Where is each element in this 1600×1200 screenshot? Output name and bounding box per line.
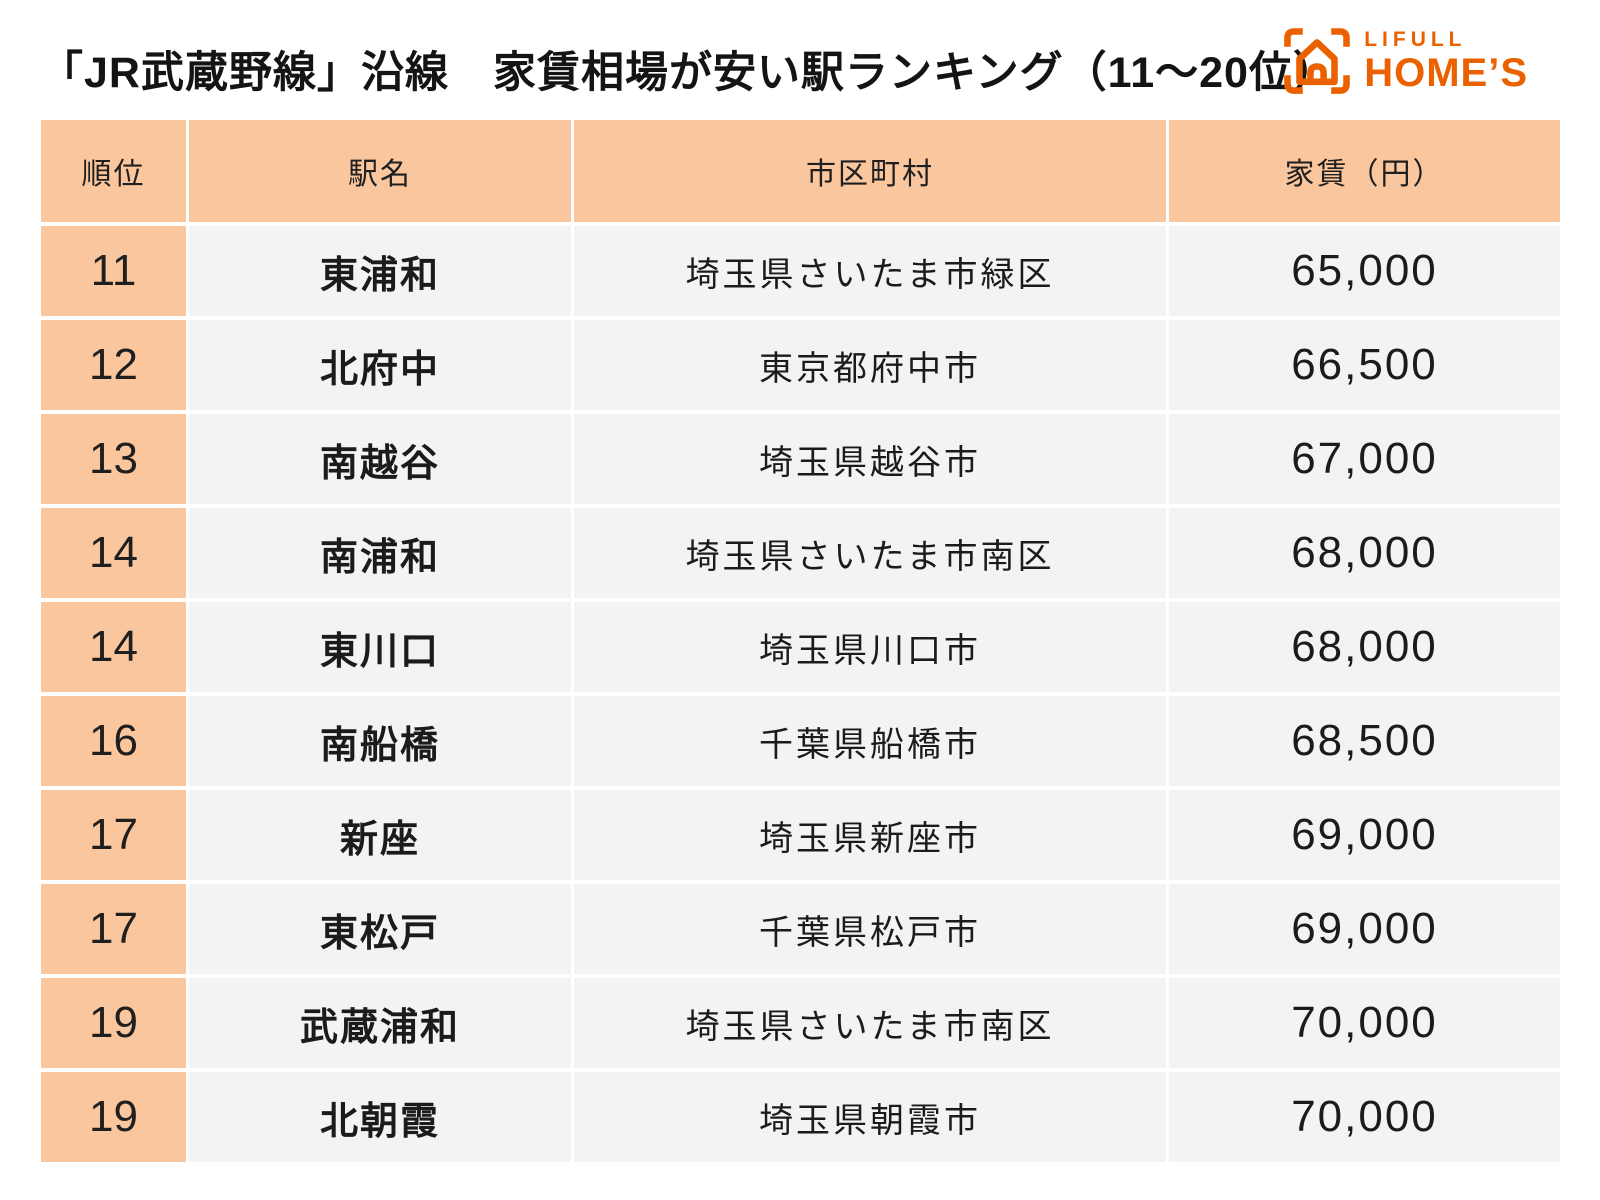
- municipality-cell: 千葉県船橋市: [574, 696, 1166, 786]
- rent-ranking-table: 順位 駅名 市区町村 家賃（円） 11 東浦和 埼玉県さいたま市緑区 65,00…: [41, 120, 1560, 1162]
- rent-cell: 68,000: [1169, 508, 1560, 598]
- station-cell: 新座: [189, 790, 571, 880]
- municipality-cell: 埼玉県新座市: [574, 790, 1166, 880]
- rent-cell: 68,500: [1169, 696, 1560, 786]
- municipality-cell: 東京都府中市: [574, 320, 1166, 410]
- rank-cell: 12: [41, 320, 186, 410]
- column-header-rank: 順位: [41, 120, 186, 222]
- page-title: 「JR武蔵野線」沿線 家賃相場が安い駅ランキング（11～20位）: [40, 49, 1337, 97]
- column-header-station: 駅名: [189, 120, 571, 222]
- station-cell: 南浦和: [189, 508, 571, 598]
- rank-cell: 14: [41, 602, 186, 692]
- rent-cell: 70,000: [1169, 978, 1560, 1068]
- logo-wordmark: LIFULL HOME’S: [1364, 28, 1528, 93]
- logo-homes-text: HOME’S: [1364, 50, 1528, 95]
- station-cell: 東松戸: [189, 884, 571, 974]
- municipality-cell: 埼玉県川口市: [574, 602, 1166, 692]
- station-cell: 南越谷: [189, 414, 571, 504]
- rent-cell: 70,000: [1169, 1072, 1560, 1162]
- municipality-cell: 埼玉県朝霞市: [574, 1072, 1166, 1162]
- rank-cell: 14: [41, 508, 186, 598]
- rank-cell: 19: [41, 1072, 186, 1162]
- municipality-cell: 千葉県松戸市: [574, 884, 1166, 974]
- rent-cell: 69,000: [1169, 790, 1560, 880]
- rank-cell: 17: [41, 790, 186, 880]
- rank-cell: 13: [41, 414, 186, 504]
- rank-cell: 11: [41, 226, 186, 316]
- lifull-homes-logo: LIFULL HOME’S: [1282, 26, 1528, 96]
- station-cell: 東浦和: [189, 226, 571, 316]
- rent-cell: 66,500: [1169, 320, 1560, 410]
- station-cell: 東川口: [189, 602, 571, 692]
- municipality-cell: 埼玉県越谷市: [574, 414, 1166, 504]
- rank-cell: 16: [41, 696, 186, 786]
- logo-lifull-text: LIFULL: [1364, 28, 1467, 52]
- column-header-rent: 家賃（円）: [1169, 120, 1560, 222]
- municipality-cell: 埼玉県さいたま市緑区: [574, 226, 1166, 316]
- rent-cell: 69,000: [1169, 884, 1560, 974]
- municipality-cell: 埼玉県さいたま市南区: [574, 508, 1166, 598]
- station-cell: 北府中: [189, 320, 571, 410]
- column-header-municipality: 市区町村: [574, 120, 1166, 222]
- house-viewfinder-icon: [1284, 28, 1351, 94]
- station-cell: 武蔵浦和: [189, 978, 571, 1068]
- rent-cell: 68,000: [1169, 602, 1560, 692]
- rank-cell: 17: [41, 884, 186, 974]
- station-cell: 南船橋: [189, 696, 571, 786]
- rent-cell: 67,000: [1169, 414, 1560, 504]
- rent-cell: 65,000: [1169, 226, 1560, 316]
- rank-cell: 19: [41, 978, 186, 1068]
- station-cell: 北朝霞: [189, 1072, 571, 1162]
- municipality-cell: 埼玉県さいたま市南区: [574, 978, 1166, 1068]
